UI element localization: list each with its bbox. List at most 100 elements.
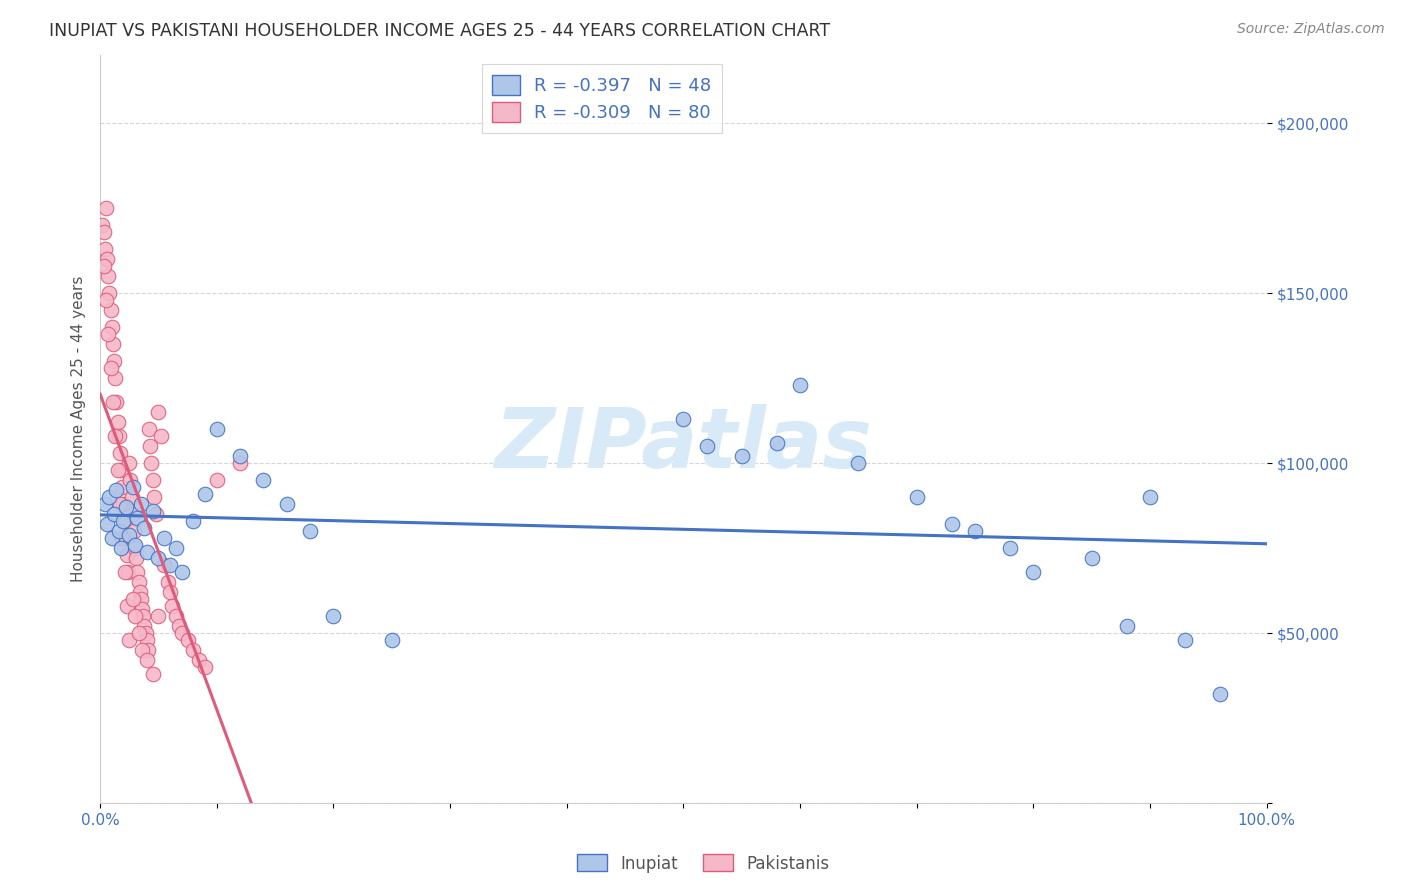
Point (125, 551, 148, 566)
Point (91, 218, 114, 232)
Point (142, 504, 165, 518)
Point (765, 435, 787, 450)
Point (97, 269, 120, 284)
Point (128, 626, 150, 640)
Point (159, 585, 181, 599)
Point (101, 320, 124, 334)
Point (114, 565, 136, 579)
Point (114, 514, 136, 528)
Point (97, 326, 120, 341)
Point (122, 524, 145, 539)
Point (104, 371, 127, 385)
Y-axis label: Householder Income Ages 25 - 44 years: Householder Income Ages 25 - 44 years (72, 276, 86, 582)
Point (129, 592, 152, 607)
Point (94, 497, 117, 511)
Point (93, 225, 115, 239)
Point (103, 354, 125, 368)
Point (194, 487, 217, 501)
Point (132, 609, 155, 624)
Point (145, 507, 167, 521)
Legend: Inupiat, Pakistanis: Inupiat, Pakistanis (569, 847, 837, 880)
Point (194, 660, 217, 674)
Point (998, 541, 1021, 556)
Point (100, 303, 122, 318)
Point (94, 201, 117, 215)
Point (110, 463, 132, 477)
Point (170, 565, 193, 579)
Point (142, 473, 165, 487)
Point (134, 521, 156, 535)
Point (131, 643, 153, 657)
Point (111, 480, 134, 494)
Point (1022, 565, 1045, 579)
Point (135, 653, 157, 667)
Point (159, 558, 181, 573)
Point (107, 429, 129, 443)
Point (93, 259, 115, 273)
Point (127, 510, 149, 524)
Point (672, 412, 695, 426)
Point (142, 490, 165, 504)
Point (124, 541, 146, 556)
Point (108, 497, 131, 511)
Point (105, 483, 128, 498)
Point (848, 456, 870, 470)
Point (162, 599, 184, 613)
Point (121, 480, 143, 494)
Point (94, 242, 117, 256)
Point (110, 541, 132, 556)
Point (322, 609, 344, 624)
Point (252, 473, 274, 487)
Point (115, 548, 138, 562)
Point (101, 395, 124, 409)
Point (114, 531, 136, 545)
Point (112, 514, 135, 528)
Point (128, 575, 150, 590)
Point (170, 626, 193, 640)
Point (98, 490, 121, 504)
Point (117, 565, 139, 579)
Point (111, 531, 134, 545)
Point (98, 286, 121, 301)
Point (103, 507, 125, 521)
Point (941, 517, 963, 532)
Point (128, 585, 150, 599)
Point (183, 643, 205, 657)
Point (153, 531, 176, 545)
Point (104, 429, 127, 443)
Point (135, 626, 157, 640)
Point (148, 405, 170, 419)
Point (115, 599, 138, 613)
Point (107, 524, 129, 539)
Point (142, 667, 165, 681)
Point (135, 632, 157, 647)
Point (205, 422, 228, 436)
Point (148, 609, 170, 624)
Point (131, 602, 153, 616)
Point (165, 609, 187, 624)
Point (153, 558, 176, 573)
Point (101, 337, 124, 351)
Text: Source: ZipAtlas.com: Source: ZipAtlas.com (1237, 22, 1385, 37)
Point (148, 551, 170, 566)
Point (121, 592, 143, 607)
Point (108, 446, 131, 460)
Point (165, 541, 187, 556)
Point (136, 643, 159, 657)
Point (120, 473, 142, 487)
Point (124, 538, 146, 552)
Point (112, 497, 135, 511)
Point (141, 456, 163, 470)
Point (169, 619, 191, 633)
Point (789, 378, 811, 392)
Text: ZIPatlas: ZIPatlas (495, 404, 872, 484)
Point (118, 527, 141, 541)
Point (381, 632, 404, 647)
Point (118, 456, 141, 470)
Point (134, 619, 156, 633)
Point (731, 450, 754, 464)
Point (229, 450, 252, 464)
Point (1209, 687, 1232, 701)
Point (129, 497, 152, 511)
Point (905, 490, 928, 504)
